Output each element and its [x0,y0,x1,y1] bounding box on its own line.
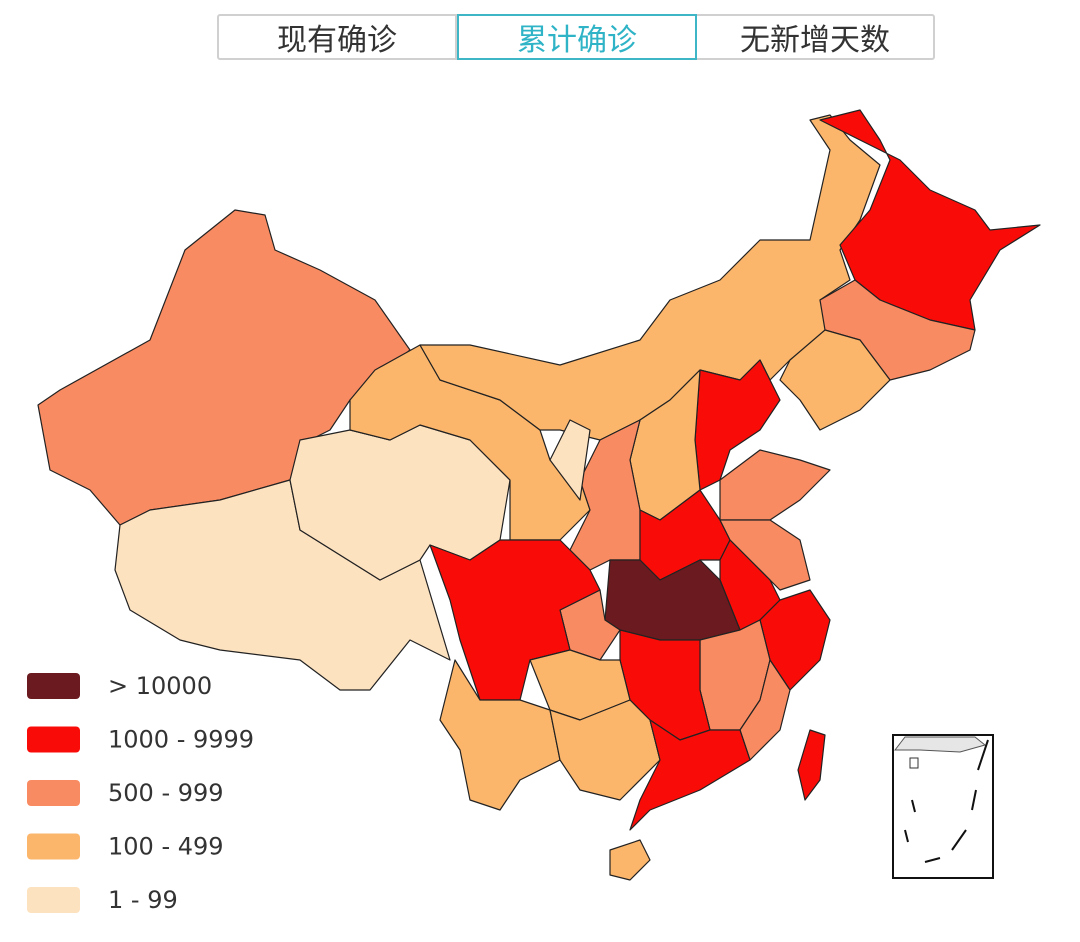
legend-label: 1000 - 9999 [108,726,254,754]
province[interactable] [429,539,601,701]
province[interactable] [719,449,831,521]
legend-swatch [27,780,80,806]
legend-label: 100 - 499 [108,833,224,861]
legend: > 10000 1000 - 9999 500 - 999 100 - 499 1 - … [27,672,254,914]
province[interactable] [797,729,826,801]
legend-swatch [27,726,80,753]
legend-swatch [27,887,80,913]
province[interactable] [549,699,661,801]
province[interactable] [114,479,451,691]
legend-label: 1 - 99 [108,886,178,914]
legend-label: > 10000 [108,672,212,700]
province[interactable] [439,659,561,811]
legend-swatch [27,833,80,860]
province[interactable] [629,719,751,831]
tab[interactable]: 累计确诊 [457,14,697,60]
province[interactable] [779,329,891,431]
legend-swatch [27,673,80,699]
province[interactable] [609,839,651,881]
tab-bar: 现有确诊 累计确诊 无新增天数 [217,14,935,60]
tab[interactable]: 现有确诊 [219,16,457,58]
south-china-sea-inset [892,734,994,879]
legend-label: 500 - 999 [108,779,224,807]
province[interactable] [549,419,591,501]
tab[interactable]: 无新增天数 [740,23,890,58]
province[interactable] [819,279,976,381]
